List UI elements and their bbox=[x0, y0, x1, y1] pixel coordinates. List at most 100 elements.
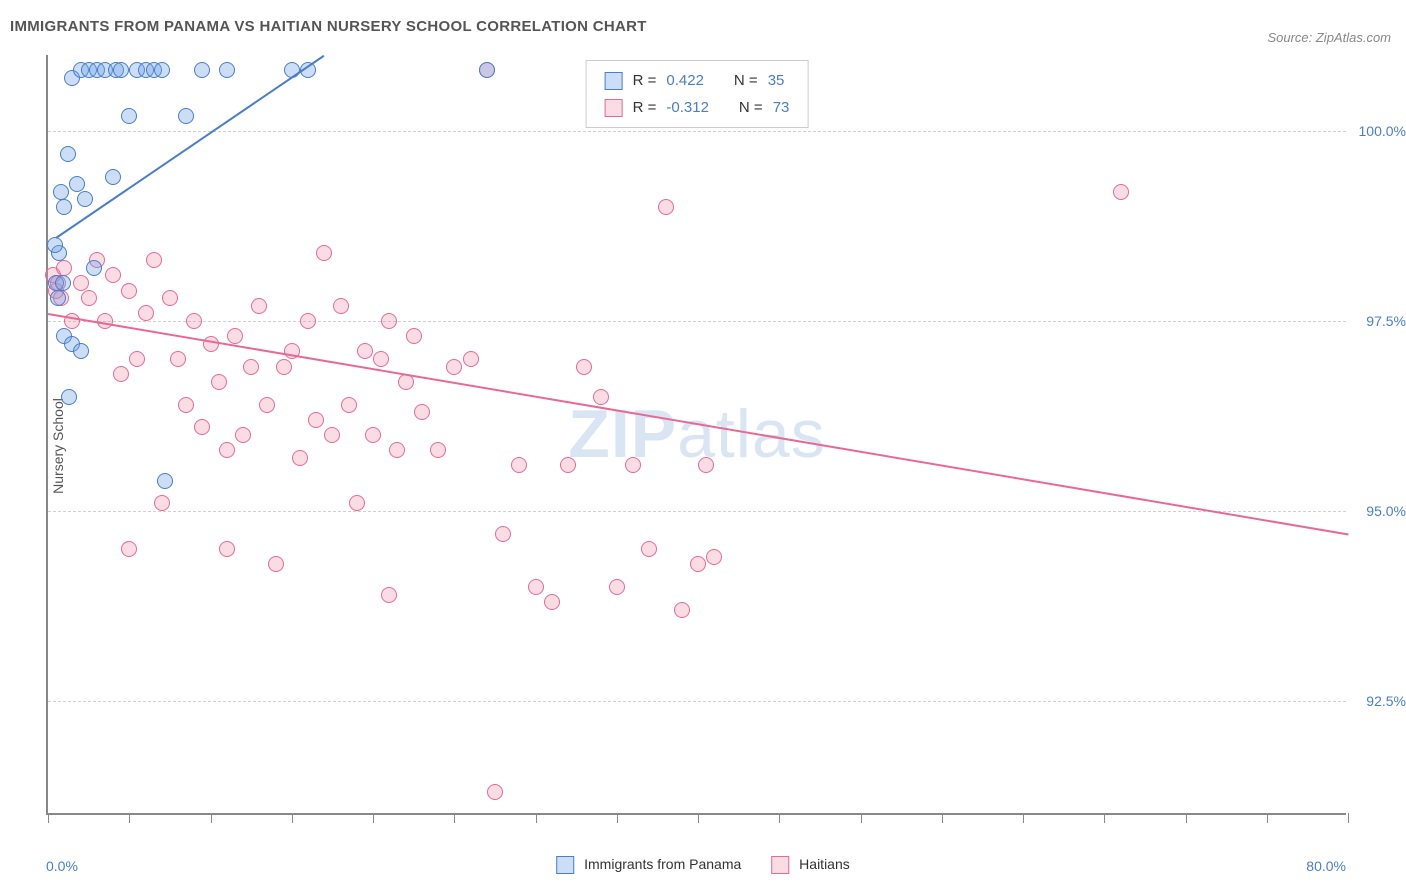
gridline bbox=[48, 701, 1346, 702]
haitian-point bbox=[121, 541, 137, 557]
haitian-point bbox=[381, 587, 397, 603]
legend-swatch-haitian-bottom bbox=[771, 856, 789, 874]
haitian-point bbox=[430, 442, 446, 458]
source-credit: Source: ZipAtlas.com bbox=[1267, 30, 1391, 45]
x-tick bbox=[1186, 813, 1187, 823]
haitian-point bbox=[698, 457, 714, 473]
haitian-point bbox=[259, 397, 275, 413]
x-tick bbox=[617, 813, 618, 823]
plot-area: ZIPatlas R = 0.422 N = 35 R = -0.312 N =… bbox=[46, 55, 1346, 815]
haitian-point bbox=[194, 419, 210, 435]
x-tick bbox=[48, 813, 49, 823]
haitian-point bbox=[308, 412, 324, 428]
haitian-point bbox=[138, 305, 154, 321]
x-tick bbox=[779, 813, 780, 823]
haitian-point bbox=[641, 541, 657, 557]
x-axis-max-label: 80.0% bbox=[1306, 858, 1346, 874]
panama-point bbox=[113, 62, 129, 78]
haitian-point bbox=[593, 389, 609, 405]
x-tick bbox=[454, 813, 455, 823]
gridline bbox=[48, 511, 1346, 512]
haitian-point bbox=[690, 556, 706, 572]
haitian-point bbox=[300, 313, 316, 329]
watermark: ZIPatlas bbox=[568, 395, 825, 473]
haitian-point bbox=[528, 579, 544, 595]
x-tick bbox=[536, 813, 537, 823]
panama-point bbox=[479, 62, 495, 78]
n-value-haitian: 73 bbox=[773, 94, 790, 121]
haitian-point bbox=[333, 298, 349, 314]
haitian-point bbox=[146, 252, 162, 268]
haitian-point bbox=[268, 556, 284, 572]
haitian-point bbox=[544, 594, 560, 610]
panama-point bbox=[105, 169, 121, 185]
legend-row-haitian: R = -0.312 N = 73 bbox=[605, 94, 790, 121]
haitian-point bbox=[219, 541, 235, 557]
haitian-point bbox=[487, 784, 503, 800]
panama-point bbox=[55, 275, 71, 291]
y-tick-label: 95.0% bbox=[1366, 503, 1406, 519]
correlation-legend: R = 0.422 N = 35 R = -0.312 N = 73 bbox=[586, 60, 809, 128]
x-tick bbox=[292, 813, 293, 823]
x-tick bbox=[373, 813, 374, 823]
haitian-point bbox=[495, 526, 511, 542]
legend-swatch-haitian bbox=[605, 99, 623, 117]
n-value-panama: 35 bbox=[768, 67, 785, 94]
haitian-point bbox=[341, 397, 357, 413]
legend-label-haitian: Haitians bbox=[799, 856, 850, 872]
haitian-point bbox=[324, 427, 340, 443]
haitian-point bbox=[357, 343, 373, 359]
bottom-legend: Immigrants from Panama Haitians bbox=[556, 856, 850, 874]
haitian-point bbox=[235, 427, 251, 443]
haitian-point bbox=[625, 457, 641, 473]
legend-row-panama: R = 0.422 N = 35 bbox=[605, 67, 790, 94]
haitian-point bbox=[243, 359, 259, 375]
haitian-point bbox=[219, 442, 235, 458]
panama-point bbox=[77, 191, 93, 207]
panama-point bbox=[61, 389, 77, 405]
gridline bbox=[48, 131, 1346, 132]
y-tick-label: 92.5% bbox=[1366, 693, 1406, 709]
x-tick bbox=[942, 813, 943, 823]
panama-point bbox=[194, 62, 210, 78]
x-tick bbox=[1023, 813, 1024, 823]
haitian-point bbox=[56, 260, 72, 276]
x-tick bbox=[211, 813, 212, 823]
haitian-point bbox=[316, 245, 332, 261]
haitian-point bbox=[609, 579, 625, 595]
legend-label-panama: Immigrants from Panama bbox=[584, 856, 741, 872]
haitian-point bbox=[203, 336, 219, 352]
panama-point bbox=[178, 108, 194, 124]
haitian-point bbox=[373, 351, 389, 367]
haitian-point bbox=[674, 602, 690, 618]
panama-point bbox=[73, 343, 89, 359]
n-label: N = bbox=[734, 67, 758, 94]
r-label: R = bbox=[633, 67, 657, 94]
panama-point bbox=[69, 176, 85, 192]
haitian-trend-line bbox=[48, 313, 1348, 535]
x-tick bbox=[861, 813, 862, 823]
panama-point bbox=[47, 237, 63, 253]
legend-swatch-panama-bottom bbox=[556, 856, 574, 874]
haitian-point bbox=[186, 313, 202, 329]
panama-point bbox=[56, 199, 72, 215]
haitian-point bbox=[658, 199, 674, 215]
haitian-point bbox=[1113, 184, 1129, 200]
haitian-point bbox=[414, 404, 430, 420]
haitian-point bbox=[178, 397, 194, 413]
x-tick bbox=[1104, 813, 1105, 823]
r-label: R = bbox=[633, 94, 657, 121]
haitian-point bbox=[292, 450, 308, 466]
legend-swatch-panama bbox=[605, 72, 623, 90]
haitian-point bbox=[121, 283, 137, 299]
y-tick-label: 100.0% bbox=[1359, 123, 1406, 139]
y-tick-label: 97.5% bbox=[1366, 313, 1406, 329]
n-label: N = bbox=[739, 94, 763, 121]
chart-title: IMMIGRANTS FROM PANAMA VS HAITIAN NURSER… bbox=[10, 18, 647, 35]
r-value-haitian: -0.312 bbox=[666, 94, 709, 121]
haitian-point bbox=[211, 374, 227, 390]
haitian-point bbox=[576, 359, 592, 375]
haitian-point bbox=[706, 549, 722, 565]
panama-point bbox=[50, 290, 66, 306]
haitian-point bbox=[251, 298, 267, 314]
